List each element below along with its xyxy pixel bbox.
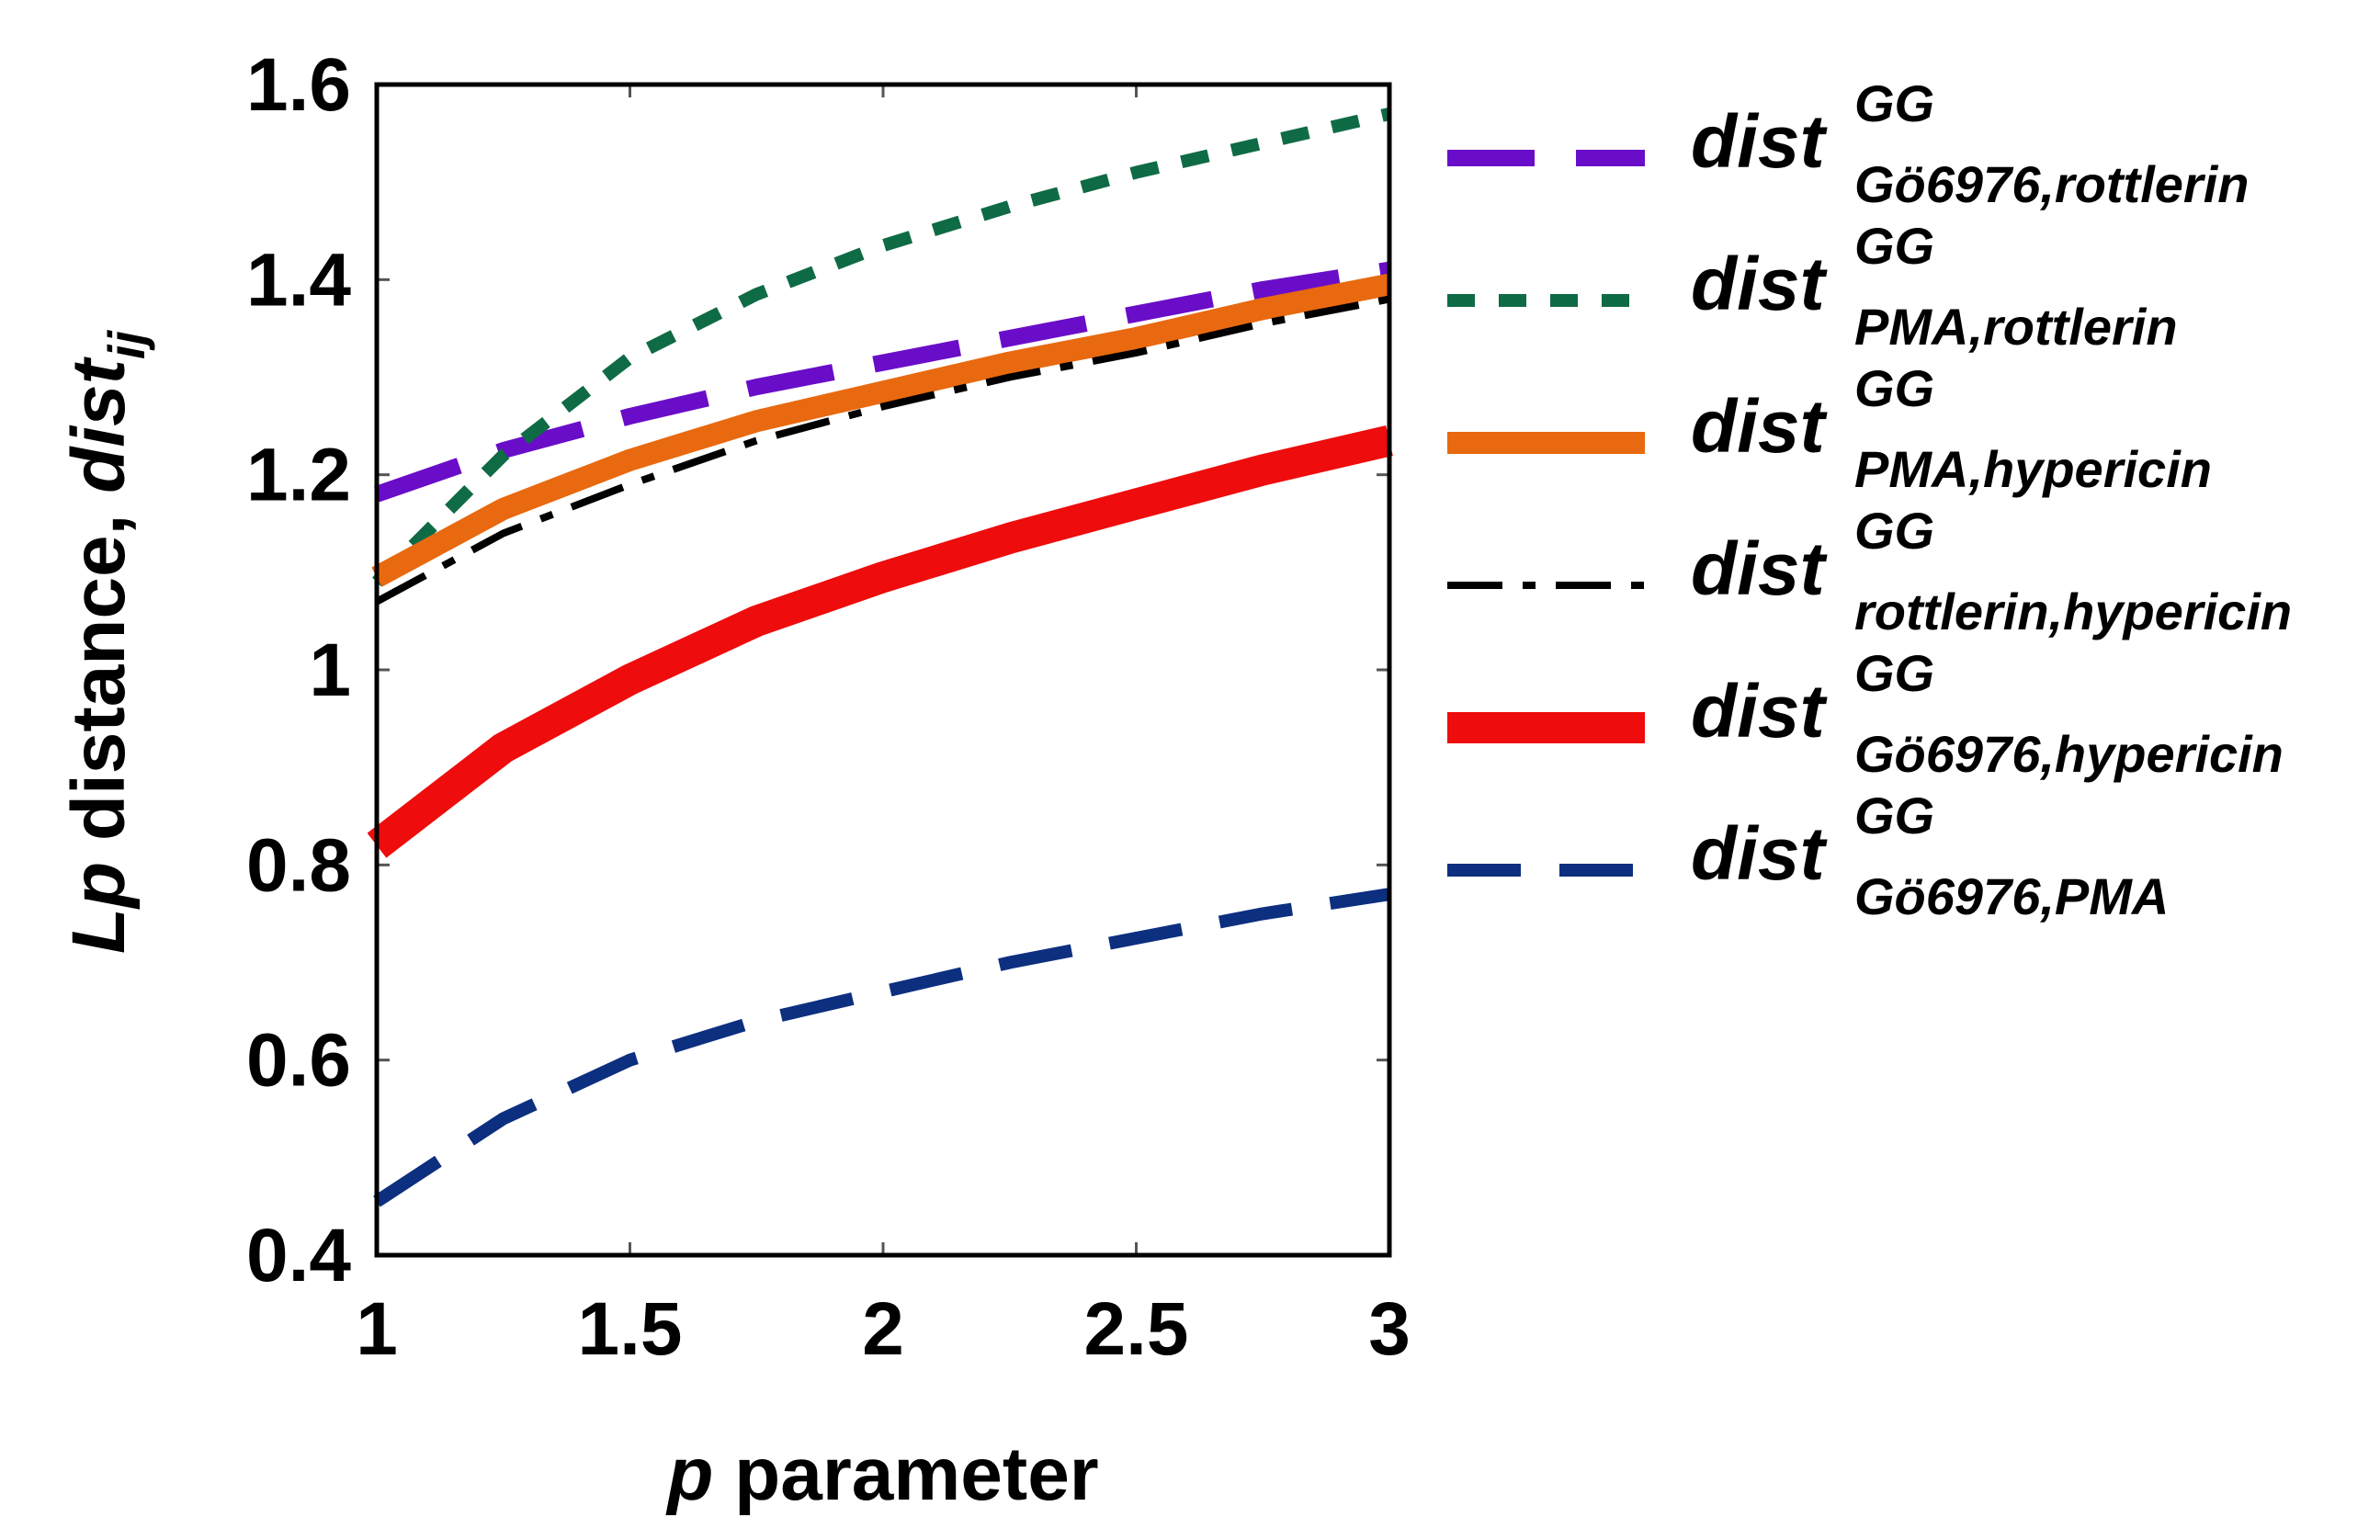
x-tick-label: 1: [356, 1287, 398, 1371]
legend-label-sub: PMA,hypericin: [1854, 440, 2212, 498]
legend-label-base: dist: [1691, 385, 1828, 469]
legend-label-base: dist: [1691, 100, 1828, 184]
legend-label-sup: GG: [1854, 217, 1934, 275]
legend-label-base: dist: [1691, 527, 1828, 611]
legend-item-4: dist GG rottlerin,hypericin: [1447, 502, 2292, 640]
legend-item-5: dist GG Gö6976,hypericin: [1447, 644, 2284, 783]
y-axis-label: Lp distance, distij: [57, 329, 155, 954]
legend-label-sub: Gö6976,rottlerin: [1854, 155, 2249, 213]
legend-item-6: dist GG Gö6976,PMA: [1447, 787, 2169, 925]
y-tick-label: 1.2: [246, 434, 351, 517]
legend-label-sup: GG: [1854, 644, 1934, 702]
series-line-5: [367, 425, 1393, 858]
legend-label-sup: GG: [1854, 359, 1934, 417]
y-axis-label-prefix: Lp: [57, 862, 141, 954]
x-tick-label: 2: [862, 1287, 904, 1371]
plot-area-frame: [374, 82, 1392, 1258]
x-axis-label-var: p: [665, 1432, 713, 1516]
legend-label-base: dist: [1691, 243, 1828, 326]
series-line-1: [374, 261, 1391, 503]
y-tick-label: 1: [309, 628, 351, 712]
legend-label-sub: PMA,rottlerin: [1854, 298, 2178, 356]
y-tick-label: 0.4: [246, 1214, 351, 1297]
x-tick-label: 3: [1368, 1287, 1411, 1371]
legend-label-sup: GG: [1854, 502, 1934, 560]
legend-item-3: dist GG PMA,hypericin: [1447, 359, 2212, 498]
y-axis-label-text: distance,: [57, 493, 141, 862]
x-axis-label-text: parameter: [713, 1432, 1098, 1516]
series-line-3: [371, 273, 1392, 587]
gridlines: [375, 83, 1391, 1257]
x-axis-title: p parameter: [665, 1432, 1098, 1516]
y-axis-label-var: dist: [57, 356, 141, 493]
legend-label-base: dist: [1691, 670, 1828, 753]
legend-label-sub: Gö6976,PMA: [1854, 867, 2169, 925]
legend-label-sub: Gö6976,hypericin: [1854, 725, 2284, 783]
x-tick-label: 1.5: [578, 1287, 683, 1371]
x-axis-label: p parameter: [665, 1432, 1098, 1516]
legend-item-1: dist GG Gö6976,rottlerin: [1447, 74, 2249, 213]
y-tick-label: 1.6: [246, 43, 351, 127]
legend-label-sup: GG: [1854, 74, 1934, 132]
y-axis-label-sub: ij: [97, 329, 155, 359]
legend-label-sup: GG: [1854, 787, 1934, 844]
series-line-4: [375, 295, 1390, 606]
legend-label-sub: rottlerin,hypericin: [1854, 583, 2292, 640]
y-axis-title: Lp distance, distij: [57, 329, 155, 954]
y-tick-label: 0.8: [246, 823, 351, 907]
legend-item-2: dist GG PMA,rottlerin: [1447, 217, 2178, 356]
series-line-2: [372, 108, 1391, 587]
series-lines: [367, 108, 1393, 1207]
series-line-6: [373, 888, 1391, 1207]
y-tick-label: 0.6: [246, 1019, 351, 1103]
y-tick-label: 1.4: [246, 238, 351, 322]
axis-ticks: 0.4 0.6 0.8 1 1.2 1.4 1.6 1 1.5 2 2.5 3: [246, 43, 1411, 1371]
x-tick-label: 2.5: [1084, 1287, 1189, 1371]
legend-label-base: dist: [1691, 812, 1828, 896]
